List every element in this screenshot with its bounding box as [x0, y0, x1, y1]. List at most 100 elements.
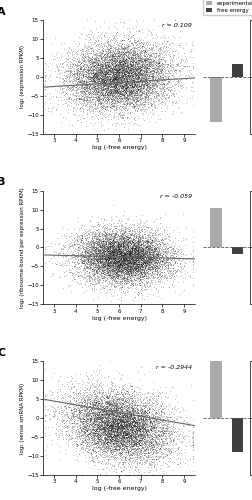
- Point: [159, 444, 163, 452]
- Point: [139, 248, 143, 256]
- Point: [94, 434, 99, 442]
- Point: [147, 418, 151, 426]
- Point: [113, 256, 117, 264]
- Point: [95, 63, 99, 71]
- Point: [82, 406, 86, 414]
- Point: [100, 404, 104, 412]
- Point: [115, 52, 119, 60]
- Point: [124, 86, 128, 94]
- Point: [144, 264, 148, 272]
- Point: [100, 421, 104, 429]
- Point: [101, 258, 105, 266]
- Point: [156, 442, 160, 450]
- Point: [115, 240, 119, 248]
- Point: [119, 460, 123, 468]
- Point: [75, 78, 79, 86]
- Point: [94, 415, 99, 423]
- Point: [98, 404, 102, 412]
- Point: [138, 406, 142, 414]
- Point: [171, 241, 175, 249]
- Point: [112, 422, 116, 430]
- Point: [78, 418, 82, 426]
- Point: [141, 246, 145, 254]
- Point: [93, 230, 97, 238]
- Point: [141, 408, 145, 416]
- Point: [95, 270, 99, 278]
- Point: [88, 240, 92, 248]
- Point: [144, 78, 148, 86]
- Point: [122, 230, 126, 238]
- Point: [137, 427, 141, 435]
- Point: [93, 49, 98, 57]
- Point: [176, 408, 180, 416]
- Point: [112, 74, 116, 82]
- Point: [150, 449, 154, 457]
- Point: [117, 251, 121, 259]
- Point: [115, 414, 119, 422]
- Point: [71, 401, 75, 409]
- Point: [125, 87, 129, 95]
- Point: [119, 82, 123, 90]
- Point: [84, 110, 88, 118]
- Point: [131, 430, 135, 438]
- Point: [86, 434, 90, 442]
- Point: [78, 436, 82, 444]
- Point: [105, 95, 109, 103]
- Point: [115, 76, 119, 84]
- Point: [99, 62, 103, 70]
- Point: [122, 80, 127, 88]
- Point: [90, 258, 94, 266]
- Point: [162, 246, 166, 254]
- Point: [98, 256, 102, 264]
- Point: [144, 70, 148, 78]
- Point: [144, 80, 148, 88]
- Point: [159, 78, 163, 86]
- Point: [139, 240, 143, 248]
- Point: [109, 95, 113, 103]
- Point: [120, 456, 124, 464]
- Point: [95, 56, 99, 64]
- Point: [147, 256, 151, 264]
- Point: [124, 274, 128, 282]
- Point: [92, 58, 96, 66]
- Point: [122, 231, 126, 239]
- Point: [120, 408, 124, 416]
- Point: [113, 50, 117, 58]
- Point: [102, 91, 106, 99]
- Point: [68, 85, 72, 93]
- Point: [127, 90, 131, 98]
- Point: [171, 273, 175, 281]
- Point: [114, 437, 118, 445]
- Point: [108, 418, 112, 426]
- Point: [83, 56, 87, 64]
- Point: [157, 54, 161, 62]
- Point: [109, 98, 113, 106]
- Point: [145, 256, 149, 264]
- Point: [112, 257, 116, 265]
- Point: [151, 46, 155, 54]
- Point: [87, 60, 91, 68]
- Point: [100, 252, 104, 260]
- Point: [79, 68, 83, 76]
- Point: [133, 398, 137, 406]
- Point: [134, 62, 138, 70]
- Point: [111, 249, 115, 257]
- Point: [114, 450, 118, 458]
- Point: [69, 424, 73, 432]
- Point: [116, 436, 120, 444]
- Point: [155, 55, 159, 63]
- Point: [120, 286, 124, 294]
- Point: [114, 243, 118, 251]
- Point: [128, 258, 132, 266]
- Point: [111, 31, 115, 39]
- Point: [113, 266, 117, 274]
- Point: [103, 251, 107, 259]
- Point: [48, 72, 52, 80]
- Point: [113, 390, 117, 398]
- Point: [106, 434, 110, 442]
- Point: [107, 72, 111, 80]
- Point: [101, 234, 105, 241]
- Point: [123, 81, 127, 89]
- Point: [124, 433, 128, 441]
- Point: [127, 73, 131, 81]
